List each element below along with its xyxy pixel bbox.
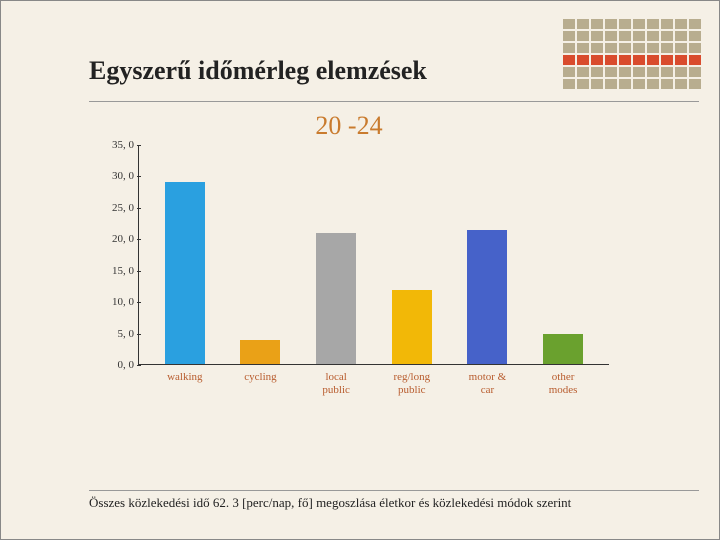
slide-footer: Összes közlekedési idő 62. 3 [perc/nap, … [89, 490, 699, 511]
y-tick-label: 35, 0 [112, 139, 134, 151]
corner-cell [591, 55, 603, 65]
corner-cell [647, 43, 659, 53]
x-tick-label: motor & car [456, 371, 518, 397]
y-tick-label: 20, 0 [112, 233, 134, 245]
corner-cell [591, 67, 603, 77]
corner-cell [633, 79, 645, 89]
bar [240, 340, 280, 365]
bar [543, 334, 583, 365]
corner-cell [591, 43, 603, 53]
bar-column [456, 230, 518, 365]
corner-cell [563, 43, 575, 53]
corner-cell [619, 55, 631, 65]
corner-cell [577, 79, 589, 89]
x-tick-label: local public [305, 371, 367, 397]
corner-cell [661, 19, 673, 29]
corner-cell [633, 67, 645, 77]
corner-decoration-grid [563, 19, 701, 89]
corner-cell [563, 67, 575, 77]
corner-cell [591, 19, 603, 29]
corner-cell [647, 19, 659, 29]
y-tick-label: 0, 0 [118, 359, 135, 371]
corner-cell [577, 67, 589, 77]
corner-cell [605, 43, 617, 53]
bar [165, 182, 205, 365]
corner-cell [675, 67, 687, 77]
corner-cell [605, 67, 617, 77]
corner-cell [661, 31, 673, 41]
corner-cell [633, 43, 645, 53]
title-divider [89, 101, 699, 102]
corner-cell [689, 43, 701, 53]
corner-cell [633, 31, 645, 41]
plot-area: 0, 05, 010, 015, 020, 025, 030, 035, 0 [89, 145, 609, 365]
x-axis [139, 364, 609, 365]
y-tick-label: 25, 0 [112, 202, 134, 214]
bar-column [532, 334, 594, 365]
corner-cell [591, 79, 603, 89]
y-tick-label: 15, 0 [112, 265, 134, 277]
corner-cell [563, 19, 575, 29]
x-tick-label: other modes [532, 371, 594, 397]
corner-cell [661, 43, 673, 53]
corner-cell [605, 19, 617, 29]
corner-cell [563, 55, 575, 65]
bar [316, 233, 356, 365]
corner-cell [647, 31, 659, 41]
y-tick-label: 5, 0 [118, 328, 135, 340]
corner-cell [661, 67, 673, 77]
corner-cell [675, 31, 687, 41]
x-tick-label: cycling [229, 371, 291, 397]
bar-column [381, 290, 443, 365]
corner-cell [633, 55, 645, 65]
corner-cell [563, 79, 575, 89]
corner-cell [591, 31, 603, 41]
corner-cell [675, 43, 687, 53]
y-tick-label: 30, 0 [112, 170, 134, 182]
bar [467, 230, 507, 365]
corner-cell [675, 79, 687, 89]
corner-cell [661, 55, 673, 65]
corner-cell [689, 55, 701, 65]
corner-cell [619, 79, 631, 89]
corner-cell [605, 31, 617, 41]
corner-cell [577, 19, 589, 29]
bar-chart: 20 -24 0, 0 5, 0 10, 0 15, 0 20, 0 25, 0 30, 0… [89, 111, 609, 411]
corner-cell [605, 79, 617, 89]
corner-cell [619, 43, 631, 53]
corner-cell [577, 31, 589, 41]
corner-cell [577, 43, 589, 53]
slide-title: Egyszerű időmérleg elemzések [89, 56, 427, 86]
bar [392, 290, 432, 365]
x-tick-label: walking [154, 371, 216, 397]
bar-column [154, 182, 216, 365]
y-tick-label: 10, 0 [112, 296, 134, 308]
corner-cell [675, 55, 687, 65]
corner-cell [619, 67, 631, 77]
corner-cell [605, 55, 617, 65]
corner-cell [577, 55, 589, 65]
corner-cell [689, 67, 701, 77]
corner-cell [675, 19, 687, 29]
corner-cell [661, 79, 673, 89]
corner-cell [647, 55, 659, 65]
corner-cell [619, 19, 631, 29]
corner-cell [689, 31, 701, 41]
corner-cell [689, 79, 701, 89]
y-axis: 0, 05, 010, 015, 020, 025, 030, 035, 0 [89, 145, 139, 365]
chart-title: 20 -24 [89, 111, 609, 141]
bar-column [229, 340, 291, 365]
x-axis-labels: walking cycling local public reg/long publi… [89, 365, 609, 397]
x-tick-label: reg/long public [381, 371, 443, 397]
corner-cell [647, 67, 659, 77]
corner-cell [563, 31, 575, 41]
bars-container [139, 145, 609, 365]
corner-cell [689, 19, 701, 29]
corner-cell [633, 19, 645, 29]
bar-column [305, 233, 367, 365]
corner-cell [619, 31, 631, 41]
corner-cell [647, 79, 659, 89]
slide: Egyszerű időmérleg elemzések 20 -24 0, 0… [0, 0, 720, 540]
